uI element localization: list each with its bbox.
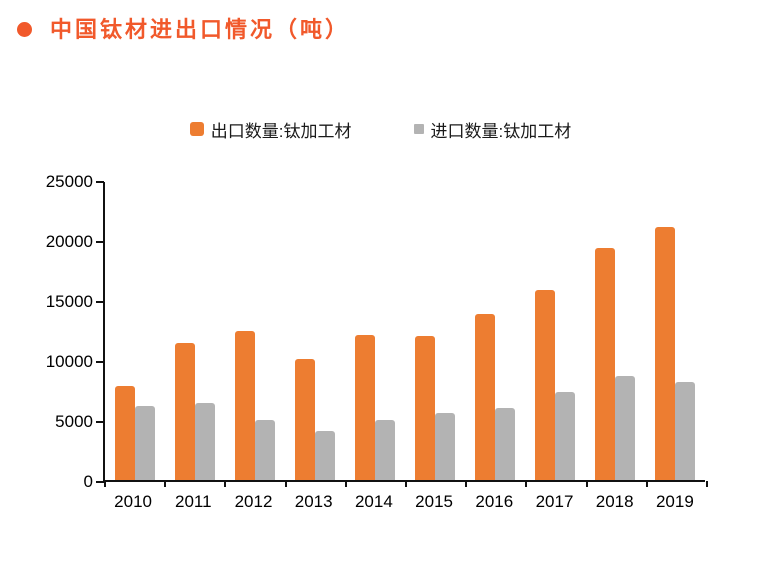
y-axis-tick xyxy=(96,181,104,183)
x-axis-label-2017: 2017 xyxy=(535,492,574,511)
x-axis-tick xyxy=(645,481,648,487)
x-axis-label-2011: 2011 xyxy=(175,492,212,511)
bar-export-2012 xyxy=(235,331,255,480)
legend-label-export: 出口数量:钛加工材 xyxy=(210,121,352,141)
bar-import-2011 xyxy=(195,403,215,480)
y-axis-tick-label: 10000 xyxy=(45,352,93,371)
bar-import-2016 xyxy=(495,408,515,480)
bar-groups xyxy=(105,182,705,480)
y-axis-tick-label: 20000 xyxy=(45,232,93,251)
chart-title: 中国钛材进出口情况（吨） xyxy=(50,17,351,42)
x-axis-tick xyxy=(525,481,528,487)
y-axis-tick xyxy=(96,241,104,243)
x-axis-tick xyxy=(405,481,407,487)
bar-import-2013 xyxy=(315,430,335,480)
legend-item-export: 出口数量:钛加工材 xyxy=(189,117,352,142)
bar-export-2011 xyxy=(175,343,195,480)
title-bullet-icon xyxy=(17,22,32,37)
bar-group-2014 xyxy=(345,182,405,480)
bar-group-2017 xyxy=(525,182,585,480)
x-axis-tick xyxy=(104,481,106,487)
bar-import-2010 xyxy=(135,405,155,480)
x-axis-tick xyxy=(284,481,287,487)
x-axis-label-2012: 2012 xyxy=(234,492,273,511)
bar-group-2012 xyxy=(225,182,285,480)
y-axis-tick-label: 25000 xyxy=(45,172,93,191)
bar-import-2012 xyxy=(255,420,275,480)
x-axis-label-2015: 2015 xyxy=(415,492,454,511)
plot-area xyxy=(96,181,708,487)
x-axis-tick xyxy=(344,481,347,487)
chart-header: 中国钛材进出口情况（吨） xyxy=(0,14,761,48)
bar-export-2015 xyxy=(415,336,435,480)
bar-export-2018 xyxy=(595,248,615,480)
y-axis-tick xyxy=(96,421,104,423)
x-axis-label-2014: 2014 xyxy=(354,492,393,511)
y-axis-tick xyxy=(96,301,104,303)
bar-import-2014 xyxy=(375,420,395,480)
y-axis-tick xyxy=(96,361,104,363)
bar-group-2019 xyxy=(645,182,705,480)
bar-import-2015 xyxy=(435,412,455,480)
y-axis-tick-label: 5000 xyxy=(55,412,93,431)
y-axis-tick-label: 0 xyxy=(83,472,93,491)
import-series-swatch-icon xyxy=(413,124,424,134)
x-axis-tick xyxy=(164,481,167,487)
export-series-swatch-icon xyxy=(189,122,204,136)
bar-export-2014 xyxy=(355,334,375,480)
legend-item-import: 进口数量:钛加工材 xyxy=(413,117,572,142)
bar-export-2010 xyxy=(115,386,135,480)
x-axis-tick xyxy=(465,481,468,487)
x-axis-label-2013: 2013 xyxy=(294,492,333,511)
bar-group-2013 xyxy=(285,182,345,480)
legend-label-import: 进口数量:钛加工材 xyxy=(430,121,572,141)
y-axis-tick-label: 15000 xyxy=(45,292,93,311)
y-axis-tick xyxy=(96,481,104,483)
bar-import-2019 xyxy=(675,381,695,480)
x-axis-labels: 2010 2011 2012 2013 2014 2015 2016 2017 2018 2019 xyxy=(103,492,705,514)
x-axis-tick xyxy=(585,481,588,487)
bar-group-2015 xyxy=(405,182,465,480)
x-axis-label-2010: 2010 xyxy=(114,492,153,511)
x-axis-label-2016: 2016 xyxy=(475,492,514,511)
bar-export-2019 xyxy=(655,226,675,480)
bar-import-2017 xyxy=(555,392,575,480)
x-axis-tick xyxy=(224,481,227,487)
x-axis-tick xyxy=(706,481,708,487)
bar-group-2010 xyxy=(105,182,165,480)
bar-export-2017 xyxy=(535,290,555,480)
y-axis-labels: 0 5000 10000 15000 20000 25000 xyxy=(0,173,93,491)
bar-import-2018 xyxy=(615,375,635,480)
bar-group-2018 xyxy=(585,182,645,480)
legend: 出口数量:钛加工材 进口数量:钛加工材 xyxy=(0,116,761,142)
bar-group-2011 xyxy=(165,182,225,480)
bar-group-2016 xyxy=(465,182,525,480)
x-axis-label-2019: 2019 xyxy=(655,492,694,511)
bar-export-2013 xyxy=(295,358,315,480)
bar-export-2016 xyxy=(475,314,495,480)
x-axis-label-2018: 2018 xyxy=(595,492,634,511)
